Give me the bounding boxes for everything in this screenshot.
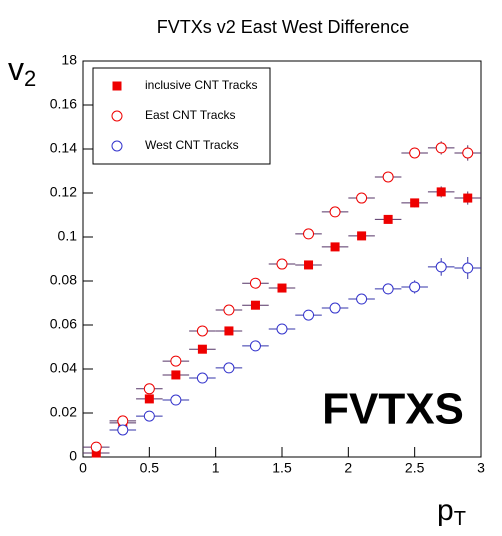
y-axis-label: v2: [8, 51, 36, 90]
data-point: [329, 302, 341, 314]
y-tick-label: 0.16: [50, 96, 77, 112]
data-point: [90, 441, 102, 453]
x-label-sub: T: [454, 508, 466, 530]
y-tick-label: 0: [69, 448, 77, 464]
data-point: [329, 206, 341, 218]
x-label-main: p: [437, 494, 454, 527]
data-point: [277, 283, 287, 293]
data-point: [303, 309, 315, 321]
y-tick-label: 0.04: [50, 360, 77, 376]
annotation: FVTXS: [322, 385, 464, 434]
x-tick-label: 3: [477, 460, 485, 476]
data-point: [410, 198, 420, 208]
y-tick-label: 0.02: [50, 404, 77, 420]
data-point: [356, 192, 368, 204]
data-point: [197, 344, 207, 354]
data-point: [117, 415, 129, 427]
data-point: [382, 171, 394, 183]
data-point: [117, 424, 129, 436]
data-point: [435, 142, 447, 154]
x-tick-label: 0.5: [140, 460, 160, 476]
data-point: [435, 261, 447, 273]
data-point: [462, 262, 474, 274]
y-tick-label: 0.14: [50, 140, 77, 156]
data-point: [249, 277, 261, 289]
x-tick-label: 2: [344, 460, 352, 476]
data-point: [143, 383, 155, 395]
x-tick-label: 0: [79, 460, 87, 476]
x-tick-label: 2.5: [405, 460, 425, 476]
legend-label: inclusive CNT Tracks: [145, 78, 257, 92]
data-point: [276, 323, 288, 335]
data-point: [356, 293, 368, 305]
data-point: [250, 300, 260, 310]
data-point: [383, 214, 393, 224]
data-point: [223, 304, 235, 316]
y-tick-label: 0.06: [50, 316, 77, 332]
data-point: [170, 355, 182, 367]
data-point: [249, 340, 261, 352]
data-point: [143, 410, 155, 422]
data-point: [304, 260, 314, 270]
data-point: [303, 228, 315, 240]
data-point: [436, 187, 446, 197]
data-point: [170, 394, 182, 406]
y-label-main: v: [8, 51, 24, 87]
x-tick-label: 1.5: [272, 460, 292, 476]
data-point: [409, 281, 421, 293]
y-label-sub: 2: [24, 66, 36, 91]
chart-title: FVTXs v2 East West Difference: [157, 17, 409, 37]
data-point: [330, 242, 340, 252]
y-tick-label: 18: [61, 52, 77, 68]
data-point: [462, 147, 474, 159]
data-point: [196, 325, 208, 337]
legend-marker: [111, 140, 123, 152]
legend-marker: [112, 81, 122, 91]
legend-marker: [111, 110, 123, 122]
data-point: [357, 231, 367, 241]
data-point: [224, 326, 234, 336]
y-tick-label: 0.08: [50, 272, 77, 288]
x-axis-label: pT: [437, 494, 466, 530]
data-point: [463, 193, 473, 203]
y-tick-label: 0.12: [50, 184, 77, 200]
legend-label: East CNT Tracks: [145, 108, 235, 122]
data-point: [171, 370, 181, 380]
data-point: [91, 448, 101, 458]
y-tick-label: 0.1: [58, 228, 78, 244]
data-point: [144, 394, 154, 404]
data-point: [196, 372, 208, 384]
data-point: [409, 147, 421, 159]
x-tick-label: 1: [212, 460, 220, 476]
data-point: [276, 258, 288, 270]
legend-label: West CNT Tracks: [145, 138, 239, 152]
data-point: [382, 283, 394, 295]
data-point: [223, 362, 235, 374]
